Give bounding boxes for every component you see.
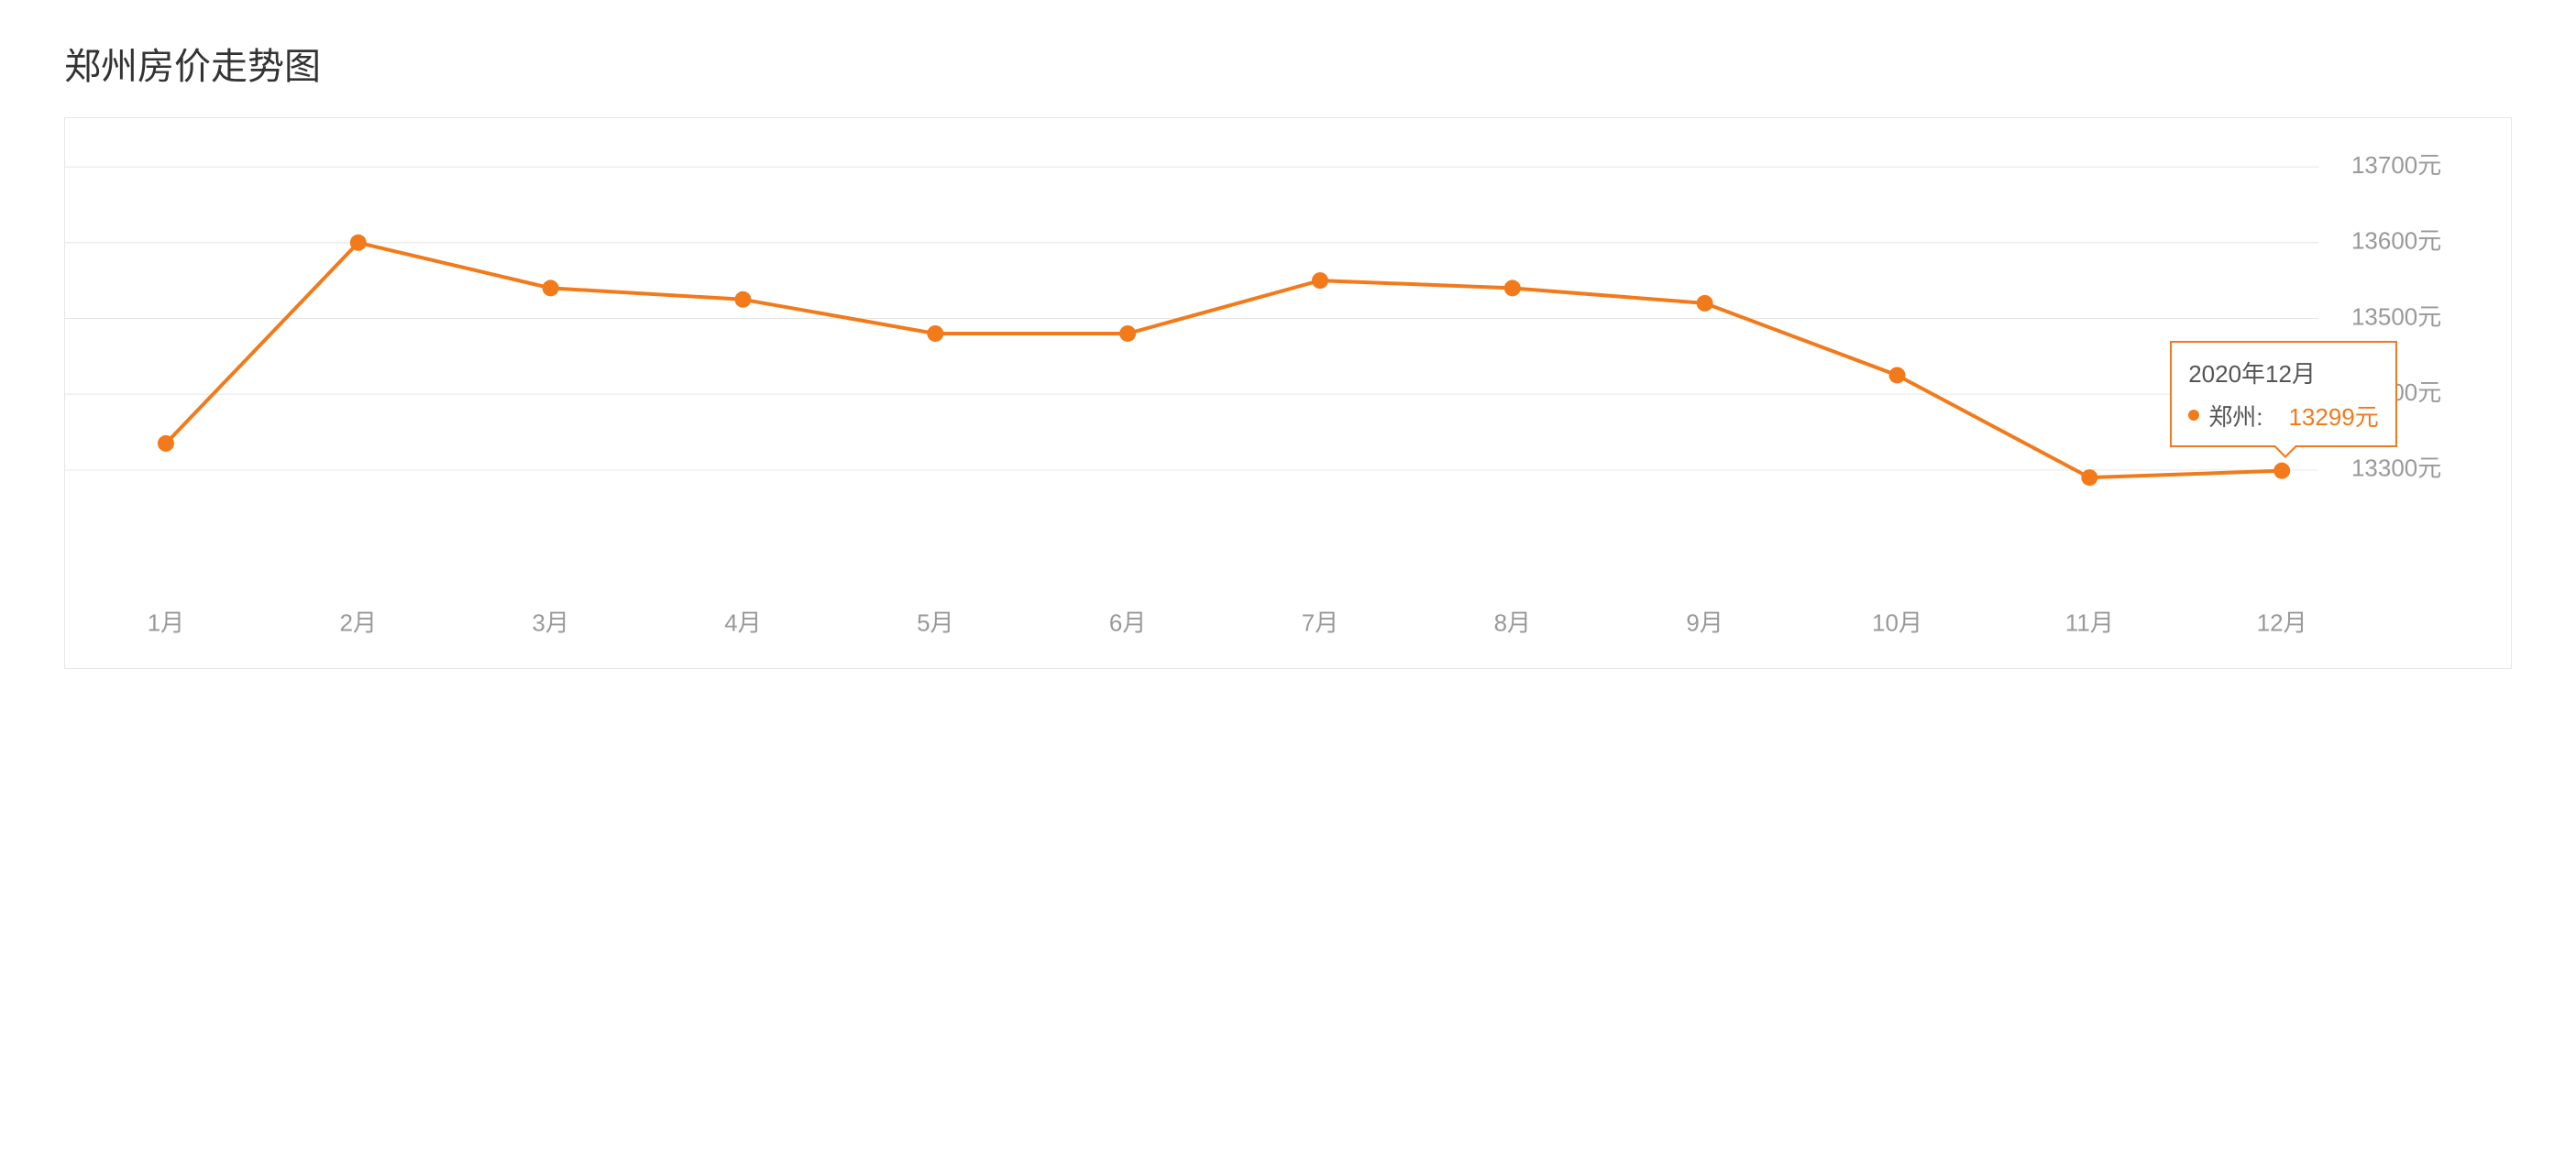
data-point[interactable]	[734, 291, 751, 308]
y-tick-label: 13300元	[2351, 455, 2441, 482]
x-tick-label: 3月	[532, 609, 568, 637]
x-tick-label: 12月	[2257, 609, 2307, 637]
x-tick-label: 1月	[148, 609, 184, 637]
y-tick-label: 13600元	[2351, 227, 2441, 255]
data-point[interactable]	[543, 280, 559, 296]
x-tick-label: 6月	[1109, 609, 1146, 637]
data-point[interactable]	[927, 325, 943, 342]
data-point[interactable]	[1312, 272, 1328, 289]
data-point[interactable]	[1504, 280, 1521, 296]
x-tick-label: 11月	[2065, 609, 2114, 637]
data-point[interactable]	[158, 435, 174, 452]
x-tick-label: 9月	[1686, 609, 1723, 637]
x-tick-label: 5月	[917, 609, 953, 637]
x-tick-label: 4月	[724, 609, 761, 637]
data-point[interactable]	[1889, 367, 1906, 383]
x-tick-label: 10月	[1872, 609, 1922, 637]
chart-title: 郑州房价走势图	[64, 37, 2512, 90]
tooltip-series-label: 郑州:	[2208, 399, 2262, 433]
data-point[interactable]	[1119, 325, 1136, 342]
data-point[interactable]	[2081, 469, 2097, 486]
tooltip-arrow-icon	[2273, 445, 2298, 458]
y-tick-label: 13500元	[2351, 302, 2441, 330]
chart-tooltip: 2020年12月郑州: 13299元	[2170, 341, 2397, 447]
price-trend-chart: 13300元13400元13500元13600元13700元1月2月3月4月5月…	[64, 117, 2512, 669]
data-point[interactable]	[350, 235, 367, 251]
data-point[interactable]	[2273, 463, 2290, 479]
tooltip-value: 13299元	[2288, 399, 2378, 433]
y-tick-label: 13700元	[2351, 151, 2441, 179]
x-tick-label: 8月	[1494, 609, 1531, 637]
data-point[interactable]	[1697, 295, 1713, 312]
x-tick-label: 2月	[340, 609, 377, 637]
tooltip-title: 2020年12月	[2188, 356, 2379, 389]
tooltip-dot-icon	[2188, 410, 2199, 421]
x-tick-label: 7月	[1302, 609, 1338, 637]
tooltip-series-row: 郑州: 13299元	[2188, 399, 2379, 433]
